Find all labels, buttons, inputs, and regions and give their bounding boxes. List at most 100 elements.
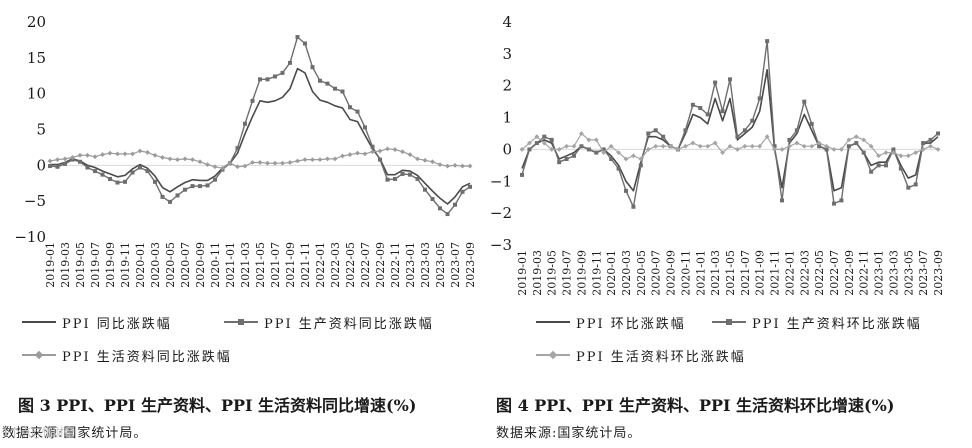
- data-point: [63, 161, 67, 166]
- x-tick-label: 2023-03: [887, 250, 900, 296]
- x-tick-label: 2022-01: [314, 242, 327, 288]
- figure-4-source: 数据来源:国家统计局。: [496, 426, 642, 441]
- data-point: [145, 150, 150, 155]
- data-point: [318, 78, 322, 83]
- x-tick-label: 2022-09: [374, 242, 387, 288]
- x-tick-label: 2021-07: [269, 242, 282, 288]
- data-point: [527, 147, 532, 152]
- data-point: [377, 148, 383, 154]
- data-point: [257, 160, 263, 165]
- data-point: [175, 157, 180, 163]
- data-point: [839, 198, 844, 203]
- data-point: [85, 152, 90, 158]
- figure-3-source: 数据来源:国家统计局。: [2, 426, 148, 441]
- data-point: [697, 143, 703, 149]
- data-point: [787, 137, 792, 142]
- data-point: [138, 165, 142, 170]
- data-point: [205, 183, 210, 188]
- x-tick-label: 2020-01: [134, 242, 147, 288]
- data-point: [460, 189, 465, 194]
- data-point: [631, 204, 636, 209]
- legend-swatch: [536, 350, 570, 360]
- x-tick-label: 2020-03: [149, 242, 162, 288]
- data-point: [854, 141, 859, 146]
- data-point: [802, 99, 807, 104]
- data-point: [325, 81, 330, 86]
- data-point: [831, 147, 837, 152]
- x-tick-label: 2020-11: [679, 250, 692, 296]
- data-point: [213, 177, 217, 182]
- data-point: [160, 194, 165, 199]
- data-point: [190, 157, 195, 163]
- data-point: [333, 86, 337, 91]
- x-tick-label: 2022-11: [858, 250, 871, 296]
- x-tick-label: 2019-05: [74, 242, 87, 288]
- y-tick-label: 1: [502, 109, 512, 127]
- x-tick-label: 2020-09: [194, 242, 207, 288]
- data-point: [122, 151, 128, 157]
- data-point: [571, 143, 577, 149]
- data-point: [564, 156, 569, 161]
- data-point: [631, 153, 636, 159]
- data-point: [921, 141, 926, 146]
- figure-4: 4 3 2 1 0 −1 −2 −3 2019-01 2019-03 2019-05 2019-07 2…: [486, 0, 972, 448]
- y-tick-label: 3: [502, 45, 512, 63]
- data-point: [370, 149, 375, 155]
- y-tick-label: 5: [36, 121, 46, 139]
- series-line: [521, 40, 939, 208]
- data-point: [913, 150, 919, 156]
- data-point: [453, 202, 457, 207]
- data-point: [332, 156, 338, 162]
- data-point: [794, 128, 799, 133]
- data-point: [347, 152, 353, 157]
- data-point: [891, 147, 896, 152]
- data-point: [534, 141, 539, 146]
- data-point: [183, 187, 187, 192]
- x-tick-label: 2020-11: [209, 242, 222, 288]
- x-tick-label: 2019-07: [89, 242, 102, 288]
- legend-item: PPI 生产资料同比涨跌幅: [224, 312, 434, 332]
- data-point: [572, 153, 576, 158]
- data-point: [197, 159, 203, 165]
- data-point: [167, 156, 173, 162]
- data-point: [549, 137, 554, 142]
- data-point: [242, 163, 248, 169]
- data-point: [130, 170, 135, 175]
- data-point: [772, 144, 777, 149]
- data-point: [593, 137, 599, 143]
- series-line: [49, 36, 471, 215]
- x-tick-label: 2021-01: [694, 250, 707, 296]
- legend-marker: [726, 319, 732, 325]
- x-tick-label: 2021-11: [769, 250, 782, 296]
- data-point: [415, 176, 420, 181]
- data-point: [137, 148, 143, 154]
- legend-swatch: [224, 319, 258, 325]
- data-point: [735, 147, 740, 152]
- x-tick-label: 2019-11: [590, 250, 603, 296]
- data-point: [430, 159, 435, 165]
- data-point: [100, 152, 105, 157]
- data-point: [355, 150, 360, 156]
- data-point: [883, 150, 889, 156]
- data-point: [780, 198, 784, 203]
- legend-swatch: [712, 319, 746, 325]
- data-point: [100, 172, 105, 177]
- data-point: [846, 144, 851, 149]
- data-point: [288, 60, 292, 65]
- data-point: [690, 140, 696, 146]
- data-point: [609, 156, 614, 161]
- data-point: [556, 147, 562, 152]
- x-tick-label: 2023-07: [917, 250, 930, 296]
- y-tick-label: −2: [490, 204, 512, 222]
- data-point: [310, 65, 315, 70]
- x-tick-label: 2020-01: [605, 250, 618, 296]
- data-point: [683, 143, 688, 149]
- y-tick-label: 0: [502, 140, 512, 158]
- data-point: [407, 152, 413, 157]
- x-tick-label: 2023-07: [449, 242, 462, 288]
- legend-label: PPI 同比涨跌幅: [62, 316, 172, 332]
- data-point: [712, 140, 718, 146]
- legend-marker: [548, 350, 558, 360]
- data-point: [869, 169, 874, 174]
- data-point: [55, 157, 60, 163]
